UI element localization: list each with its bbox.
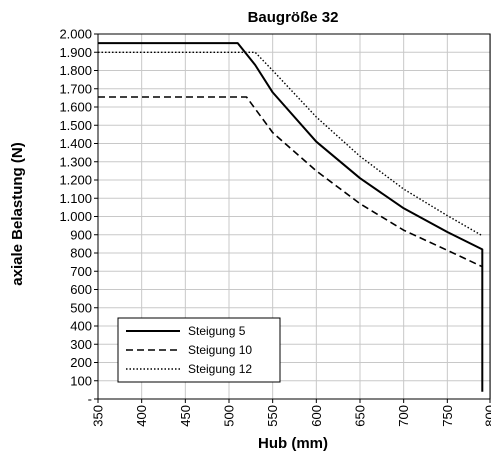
x-tick-label: 550 xyxy=(265,405,280,427)
y-tick-label: 900 xyxy=(70,227,92,242)
y-tick-label: 1.000 xyxy=(59,209,92,224)
series-line-2 xyxy=(98,96,483,268)
y-tick-label: 500 xyxy=(70,300,92,315)
x-tick-label: 400 xyxy=(134,405,149,427)
x-tick-label: 600 xyxy=(309,405,324,427)
y-tick-label: 1.900 xyxy=(59,45,92,60)
series-line-1 xyxy=(98,42,484,392)
legend-label-1: Steigung 5 xyxy=(188,324,246,338)
legend-label-3: Steigung 12 xyxy=(188,362,252,376)
series-lines xyxy=(98,42,484,392)
y-tick-label: 1.300 xyxy=(59,154,92,169)
y-tick-label: 1.600 xyxy=(59,100,92,115)
y-tick-label: 1.100 xyxy=(59,191,92,206)
y-tick-label: 800 xyxy=(70,246,92,261)
legend-box xyxy=(117,317,281,383)
x-axis-label: Hub (mm) xyxy=(258,435,328,452)
y-tick-label: 100 xyxy=(70,373,92,388)
y-tick-label: 1.800 xyxy=(59,63,92,78)
y-tick-labels: - 100 200 300 400 500 600 700 800 900 1.000 1.100 1.… xyxy=(59,27,98,407)
y-tick-label: 2.000 xyxy=(59,27,92,42)
y-tick-label: 400 xyxy=(70,319,92,334)
y-tick-label: 700 xyxy=(70,264,92,279)
series-line-3 xyxy=(98,51,483,237)
legend: Steigung 5 Steigung 10 Steigung 12 xyxy=(117,317,281,383)
y-tick-label: 1.200 xyxy=(59,173,92,188)
legend-label-2: Steigung 10 xyxy=(188,343,252,357)
y-tick-label: 1.500 xyxy=(59,118,92,133)
y-axis-label: axiale Belastung (N) xyxy=(9,142,26,285)
x-tick-label: 350 xyxy=(91,405,106,427)
x-tick-label: 450 xyxy=(178,405,193,427)
x-tick-label: 650 xyxy=(353,405,368,427)
y-tick-label: 1.400 xyxy=(59,136,92,151)
y-tick-label: - xyxy=(88,392,92,407)
y-tick-label: 300 xyxy=(70,337,92,352)
x-tick-label: 750 xyxy=(440,405,455,427)
y-tick-label: 600 xyxy=(70,282,92,297)
x-tick-label: 800 xyxy=(483,405,491,427)
x-tick-labels: 350 400 450 500 550 600 650 700 750 800 xyxy=(91,399,491,427)
y-tick-label: 1.700 xyxy=(59,81,92,96)
y-tick-label: 200 xyxy=(70,355,92,370)
x-tick-label: 500 xyxy=(222,405,237,427)
chart-title: Baugröße 32 xyxy=(248,9,339,26)
x-tick-label: 700 xyxy=(396,405,411,427)
